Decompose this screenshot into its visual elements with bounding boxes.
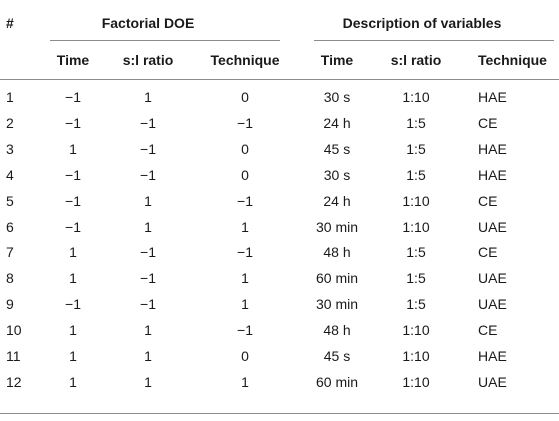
sl-ratio-value-cell: 1:10 [402, 348, 430, 364]
row-number-cell: 10 [6, 322, 22, 338]
technique-value-cell: UAE [478, 296, 507, 312]
technique-value-cell: CE [478, 115, 498, 131]
row-number-cell: 5 [6, 193, 14, 209]
column-header-technique-description: Technique [478, 52, 547, 68]
technique-value-cell: HAE [478, 89, 507, 105]
time-code-cell: −1 [65, 115, 81, 131]
sl-ratio-code-cell: −1 [140, 244, 156, 260]
sl-ratio-code-cell: 1 [144, 322, 152, 338]
technique-code-cell: −1 [237, 115, 253, 131]
time-value-cell: 48 h [323, 244, 351, 260]
technique-code-cell: 1 [241, 374, 249, 390]
row-number-cell: 2 [6, 115, 14, 131]
header-row-number: # [6, 15, 14, 31]
sl-ratio-value-cell: 1:5 [406, 244, 426, 260]
time-value-cell: 24 h [323, 115, 351, 131]
time-code-cell: 1 [69, 374, 77, 390]
time-code-cell: 1 [69, 244, 77, 260]
time-code-cell: 1 [69, 348, 77, 364]
sl-ratio-value-cell: 1:10 [402, 89, 430, 105]
time-value-cell: 48 h [323, 322, 351, 338]
sl-ratio-code-cell: 1 [144, 374, 152, 390]
row-number-cell: 1 [6, 89, 14, 105]
header-description-of-variables: Description of variables [342, 15, 502, 31]
technique-value-cell: CE [478, 193, 498, 209]
sl-ratio-value-cell: 1:5 [406, 270, 426, 286]
time-code-cell: −1 [65, 167, 81, 183]
time-value-cell: 30 min [315, 219, 359, 235]
technique-value-cell: UAE [478, 219, 507, 235]
row-number-cell: 7 [6, 244, 14, 260]
column-header-sl-ratio-description: s:l ratio [390, 52, 442, 68]
technique-code-cell: 0 [241, 141, 249, 157]
technique-code-cell: 0 [241, 167, 249, 183]
time-value-cell: 45 s [323, 141, 351, 157]
technique-code-cell: −1 [237, 244, 253, 260]
sl-ratio-code-cell: −1 [140, 270, 156, 286]
row-number-cell: 4 [6, 167, 14, 183]
technique-value-cell: UAE [478, 270, 507, 286]
sl-ratio-code-cell: 1 [144, 193, 152, 209]
technique-value-cell: HAE [478, 167, 507, 183]
row-number-cell: 6 [6, 219, 14, 235]
sl-ratio-code-cell: −1 [140, 167, 156, 183]
time-value-cell: 60 min [315, 270, 359, 286]
time-value-cell: 60 min [315, 374, 359, 390]
header-factorial-doe: Factorial DOE [101, 15, 195, 31]
sl-ratio-value-cell: 1:5 [406, 167, 426, 183]
sl-ratio-code-cell: −1 [140, 115, 156, 131]
technique-code-cell: 1 [241, 219, 249, 235]
technique-value-cell: HAE [478, 348, 507, 364]
time-value-cell: 24 h [323, 193, 351, 209]
technique-code-cell: 1 [241, 296, 249, 312]
time-value-cell: 30 min [315, 296, 359, 312]
time-value-cell: 30 s [323, 167, 351, 183]
column-header-time: Time [56, 52, 90, 68]
technique-value-cell: CE [478, 244, 498, 260]
sl-ratio-value-cell: 1:10 [402, 374, 430, 390]
time-code-cell: −1 [65, 296, 81, 312]
sl-ratio-code-cell: −1 [140, 296, 156, 312]
header-bottom-rule [0, 79, 559, 80]
column-header-time-description: Time [320, 52, 354, 68]
technique-value-cell: CE [478, 322, 498, 338]
sl-ratio-value-cell: 1:5 [406, 141, 426, 157]
technique-code-cell: −1 [237, 193, 253, 209]
time-code-cell: 1 [69, 322, 77, 338]
row-number-cell: 8 [6, 270, 14, 286]
technique-code-cell: 0 [241, 348, 249, 364]
table-bottom-rule [0, 413, 559, 414]
column-header-sl-ratio: s:l ratio [122, 52, 174, 68]
sl-ratio-value-cell: 1:10 [402, 193, 430, 209]
sl-ratio-code-cell: −1 [140, 141, 156, 157]
sl-ratio-value-cell: 1:5 [406, 115, 426, 131]
sl-ratio-value-cell: 1:10 [402, 219, 430, 235]
group-rule-description [314, 40, 554, 41]
column-header-technique: Technique [210, 52, 280, 68]
time-code-cell: 1 [69, 141, 77, 157]
time-value-cell: 30 s [323, 89, 351, 105]
sl-ratio-value-cell: 1:5 [406, 296, 426, 312]
sl-ratio-value-cell: 1:10 [402, 322, 430, 338]
sl-ratio-code-cell: 1 [144, 348, 152, 364]
technique-code-cell: −1 [237, 322, 253, 338]
sl-ratio-code-cell: 1 [144, 89, 152, 105]
time-value-cell: 45 s [323, 348, 351, 364]
technique-value-cell: HAE [478, 141, 507, 157]
sl-ratio-code-cell: 1 [144, 219, 152, 235]
technique-code-cell: 0 [241, 89, 249, 105]
technique-value-cell: UAE [478, 374, 507, 390]
technique-code-cell: 1 [241, 270, 249, 286]
time-code-cell: −1 [65, 219, 81, 235]
time-code-cell: −1 [65, 89, 81, 105]
time-code-cell: 1 [69, 270, 77, 286]
row-number-cell: 9 [6, 296, 14, 312]
row-number-cell: 11 [6, 348, 21, 364]
group-rule-factorial [50, 40, 280, 41]
time-code-cell: −1 [65, 193, 81, 209]
row-number-cell: 12 [6, 374, 22, 390]
row-number-cell: 3 [6, 141, 14, 157]
